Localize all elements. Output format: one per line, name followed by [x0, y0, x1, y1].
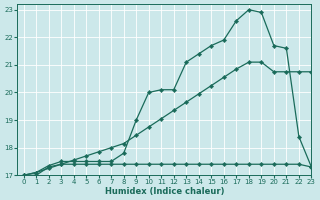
X-axis label: Humidex (Indice chaleur): Humidex (Indice chaleur): [105, 187, 224, 196]
